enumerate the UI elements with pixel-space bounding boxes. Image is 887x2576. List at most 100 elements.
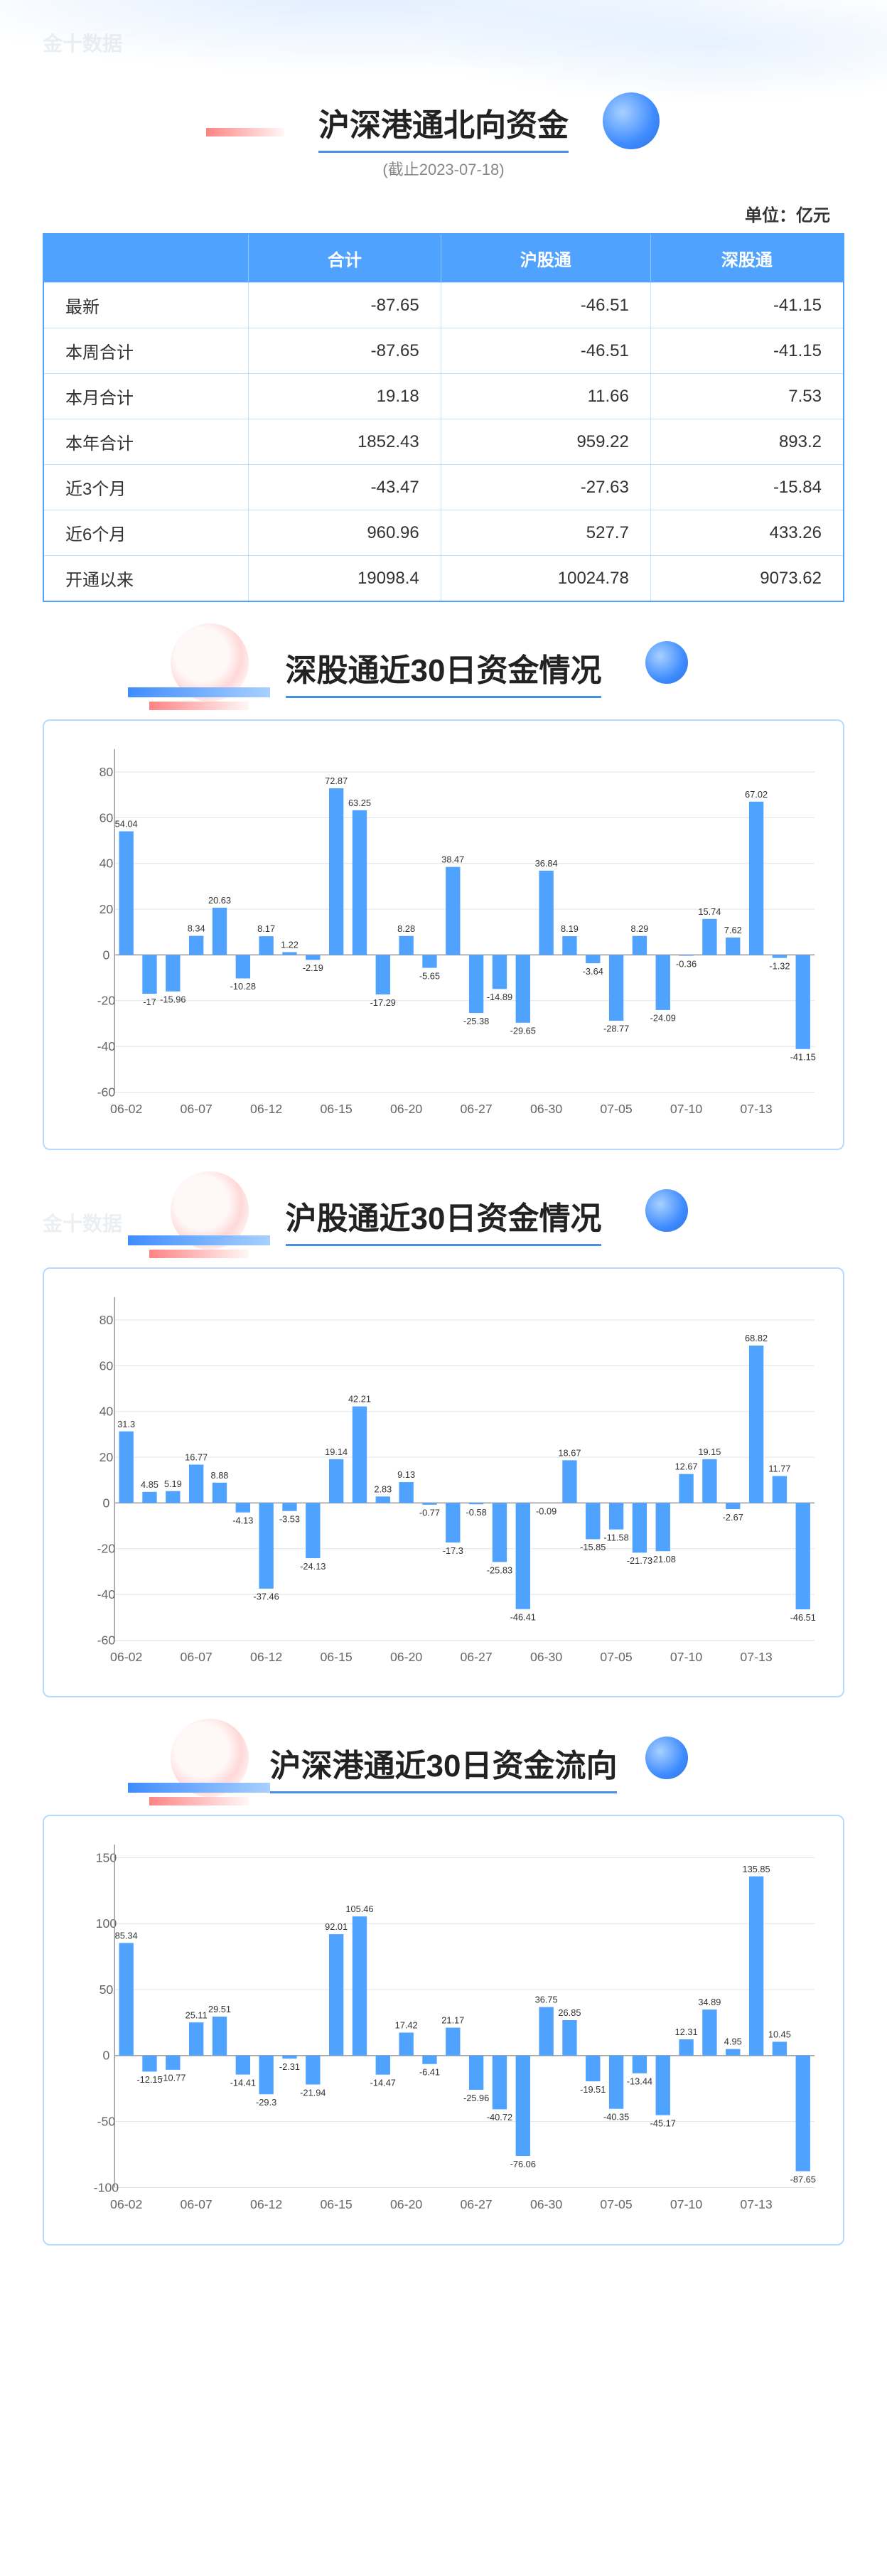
svg-text:-40.72: -40.72 [487,2112,512,2122]
chart-title: 沪深港通近30日资金流向 [270,1740,618,1793]
svg-text:8.17: 8.17 [257,923,275,934]
svg-text:16.77: 16.77 [185,1451,208,1462]
svg-text:-14.41: -14.41 [230,2077,256,2088]
svg-text:5.19: 5.19 [164,1478,182,1488]
data-cell: -27.63 [441,465,650,510]
chart-title: 沪股通近30日资金情况 [286,1193,602,1246]
svg-text:105.46: 105.46 [345,1904,373,1914]
data-cell: -46.51 [441,328,650,374]
svg-text:06-07: 06-07 [180,1650,212,1664]
bar [306,1503,320,1558]
svg-text:07-10: 07-10 [670,2197,702,2211]
page-title: 沪深港通北向资金 [318,100,569,153]
svg-text:07-13: 07-13 [740,1650,772,1664]
svg-text:135.85: 135.85 [743,1864,770,1874]
bar [726,1503,740,1509]
svg-text:-20: -20 [97,994,116,1008]
data-cell: 11.66 [441,374,650,419]
data-cell: 7.53 [650,374,844,419]
bar-red-icon [149,1797,249,1805]
bar [516,955,530,1022]
bar [399,1482,413,1503]
svg-text:-46.41: -46.41 [510,1611,536,1622]
svg-text:06-15: 06-15 [320,1102,352,1116]
bar [469,955,483,1013]
bar [236,955,250,978]
table-row: 本年合计1852.43959.22893.2 [43,419,844,465]
bar [142,2056,156,2072]
svg-text:12.31: 12.31 [675,2027,698,2037]
circle-blue-icon [645,1189,688,1232]
bar [189,2022,203,2056]
bar [119,1431,133,1503]
svg-text:-21.94: -21.94 [300,2087,326,2098]
bar [562,1460,576,1503]
svg-text:07-13: 07-13 [740,1102,772,1116]
chart-svg: -60-40-2002040608054.04-17-15.968.3420.6… [80,742,822,1134]
bar [376,955,390,994]
svg-text:-40: -40 [97,1039,116,1053]
svg-text:06-15: 06-15 [320,2197,352,2211]
svg-text:8.88: 8.88 [211,1469,229,1480]
bar [306,955,320,960]
svg-text:15.74: 15.74 [698,906,721,917]
bar [236,1503,250,1512]
bar [376,2056,390,2075]
svg-text:-1.32: -1.32 [769,960,790,971]
table-row: 近3个月-43.47-27.63-15.84 [43,465,844,510]
bar [656,1503,670,1551]
table-row: 近6个月960.96527.7433.26 [43,510,844,556]
svg-text:06-02: 06-02 [110,1102,142,1116]
bar [469,2056,483,2090]
svg-text:-24.13: -24.13 [300,1560,326,1571]
data-cell: -41.15 [650,283,844,328]
svg-text:40: 40 [100,1404,114,1418]
bar [353,810,367,955]
bar [633,2056,647,2073]
row-label-cell: 近6个月 [43,510,249,556]
svg-text:-40.35: -40.35 [603,2112,629,2122]
svg-text:20: 20 [100,902,114,916]
svg-text:-11.58: -11.58 [603,1532,628,1542]
svg-text:8.28: 8.28 [397,923,415,934]
bar [633,1503,647,1552]
bar [259,936,273,955]
data-cell: 19098.4 [249,556,441,602]
bar [702,1459,716,1503]
svg-text:07-05: 07-05 [600,2197,632,2211]
summary-table: 合计沪股通深股通 最新-87.65-46.51-41.15本周合计-87.65-… [43,233,844,602]
bar [329,788,343,955]
svg-text:-40: -40 [97,1587,116,1601]
bar [446,867,460,955]
svg-text:8.29: 8.29 [630,923,648,934]
bar [213,908,227,955]
bar [422,955,436,967]
svg-text:-10.28: -10.28 [230,981,256,992]
svg-text:-2.19: -2.19 [303,962,323,973]
svg-text:92.01: 92.01 [325,1921,348,1932]
svg-text:-50: -50 [97,2115,116,2129]
bar [329,1934,343,2056]
bar [609,955,623,1021]
svg-text:07-13: 07-13 [740,2197,772,2211]
svg-text:19.14: 19.14 [325,1446,348,1456]
svg-text:-41.15: -41.15 [790,1052,816,1063]
svg-text:20.63: 20.63 [208,895,231,906]
svg-text:-29.3: -29.3 [256,2097,276,2108]
bar [516,1503,530,1609]
svg-text:100: 100 [96,1916,117,1931]
svg-text:68.82: 68.82 [745,1333,768,1343]
svg-text:0: 0 [102,948,109,962]
svg-text:80: 80 [100,1312,114,1326]
svg-text:-0.77: -0.77 [419,1507,440,1518]
data-cell: 893.2 [650,419,844,465]
svg-text:-13.44: -13.44 [627,2076,652,2087]
svg-text:7.62: 7.62 [724,925,742,935]
bar [213,1482,227,1503]
svg-text:-45.17: -45.17 [650,2118,676,2129]
svg-text:06-07: 06-07 [180,2197,212,2211]
svg-text:06-12: 06-12 [250,2197,282,2211]
svg-text:06-07: 06-07 [180,1102,212,1116]
bar-blue-icon [128,687,270,697]
data-cell: -41.15 [650,328,844,374]
